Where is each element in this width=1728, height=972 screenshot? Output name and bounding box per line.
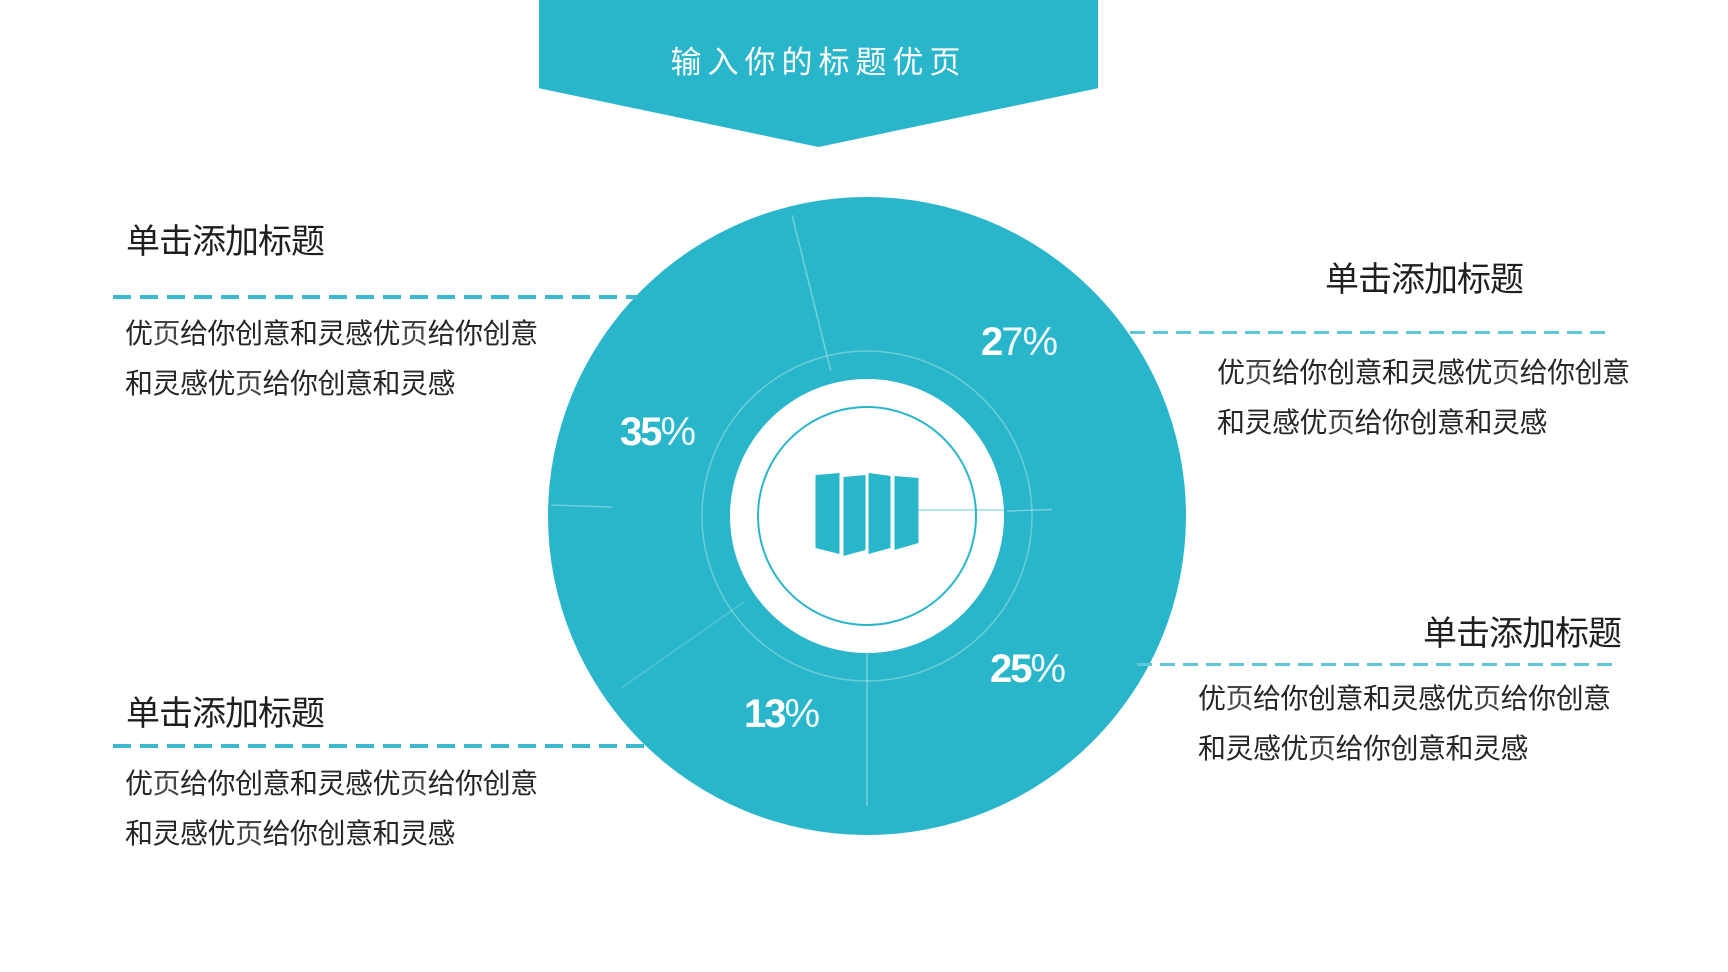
chart-center-ring	[757, 406, 977, 626]
dashed-divider	[1130, 331, 1613, 334]
divider-bottom-left	[620, 601, 745, 689]
percent-light: %	[660, 410, 697, 454]
divider-right	[1006, 508, 1052, 512]
body-line: 和灵感优页给你创意和灵感	[1217, 407, 1548, 438]
percent-label-13[interactable]: 13%	[744, 692, 821, 736]
block-body[interactable]: 优页给你创意和灵感优页给你创意 和灵感优页给你创意和灵感	[125, 759, 538, 859]
percent-light: %	[784, 692, 821, 736]
percent-light: %	[1030, 647, 1067, 691]
body-line: 和灵感优页给你创意和灵感	[125, 818, 456, 849]
body-line: 和灵感优页给你创意和灵感	[125, 368, 456, 399]
slide-title[interactable]: 输入你的标题优页	[670, 45, 967, 80]
divider-hairline-on-disc	[905, 509, 1005, 511]
percent-light: 7%	[1001, 320, 1058, 364]
body-line: 优页给你创意和灵感优页给你创意	[1217, 357, 1630, 388]
block-title[interactable]: 单击添加标题	[126, 695, 325, 733]
block-body[interactable]: 优页给你创意和灵感优页给你创意 和灵感优页给你创意和灵感	[1198, 674, 1611, 774]
percent-label-25[interactable]: 25%	[990, 647, 1067, 691]
title-banner-shape: 输入你的标题优页	[539, 0, 1098, 147]
body-line: 优页给你创意和灵感优页给你创意	[125, 768, 538, 799]
block-title[interactable]: 单击添加标题	[1423, 615, 1622, 653]
map-icon	[815, 473, 919, 556]
block-body[interactable]: 优页给你创意和灵感优页给你创意 和灵感优页给你创意和灵感	[1217, 348, 1630, 448]
percent-bold: 2	[981, 320, 1003, 364]
faint-ring	[701, 350, 1033, 682]
block-title[interactable]: 单击添加标题	[126, 223, 325, 261]
dashed-divider	[113, 744, 647, 748]
slice-divider-lines	[551, 215, 1052, 806]
body-line: 和灵感优页给你创意和灵感	[1198, 733, 1529, 764]
divider-top	[791, 215, 832, 371]
dashed-divider	[113, 295, 637, 299]
percent-bold: 13	[744, 692, 786, 736]
percent-label-35[interactable]: 35%	[620, 410, 697, 454]
percent-bold: 35	[620, 410, 662, 454]
percent-label-27[interactable]: 27%	[981, 320, 1058, 364]
body-line: 优页给你创意和灵感优页给你创意	[1198, 683, 1611, 714]
block-body[interactable]: 优页给你创意和灵感优页给你创意 和灵感优页给你创意和灵感	[125, 309, 538, 409]
divider-left	[551, 504, 613, 508]
percent-bold: 25	[990, 647, 1032, 691]
dashed-divider	[1137, 663, 1613, 666]
body-line: 优页给你创意和灵感优页给你创意	[125, 318, 538, 349]
block-title[interactable]: 单击添加标题	[1325, 261, 1524, 299]
